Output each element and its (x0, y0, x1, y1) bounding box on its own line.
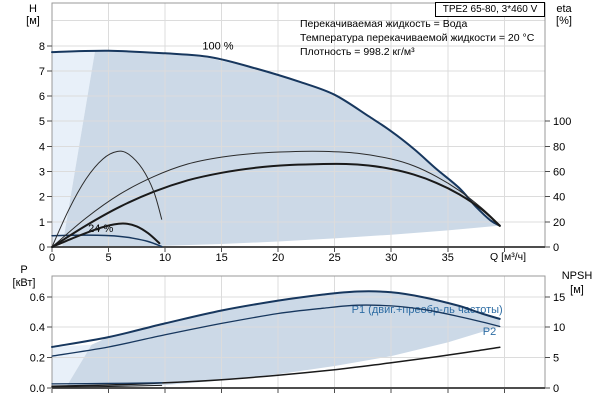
eta-axis-unit: [%] (556, 15, 572, 27)
pump-model-badge: TPE2 65-80, 3*460 V (435, 2, 545, 17)
tick-label: 3 (39, 167, 45, 179)
curve-p1-100 (51, 290, 501, 348)
curve-eta-pump-24 (51, 150, 163, 248)
h-axis-title: H (29, 3, 37, 15)
curve-h-at-24-speed (51, 234, 163, 248)
npsh-axis-unit: [м] (570, 284, 584, 296)
tick-label: 6 (39, 91, 45, 103)
tick-label: 0.0 (30, 383, 45, 395)
tick-label: 20 (272, 252, 284, 264)
region-min-flow-band (52, 51, 95, 247)
curve-label-100: 100 % (202, 41, 233, 53)
tick-label: 15 (553, 292, 565, 304)
region-min-flow-band (52, 344, 92, 388)
tick-label: 5 (105, 252, 111, 264)
tick-label: 0.6 (30, 292, 45, 304)
tick-label: 40 (553, 192, 565, 204)
p-axis-unit: [кВт] (12, 277, 36, 289)
tick-label: 20 (553, 217, 565, 229)
curve-p2-24 (51, 384, 163, 388)
curve-eta-total-24 (51, 222, 161, 248)
eta-axis-title: eta (556, 3, 572, 15)
tick-label: 5 (553, 353, 559, 365)
tick-label: 60 (553, 167, 565, 179)
fluid-info-line-1: Перекачиваемая жидкость = Вода (300, 18, 468, 30)
tick-label: 4 (39, 141, 45, 153)
tick-label: 0 (39, 242, 45, 254)
tick-label: 2 (39, 192, 45, 204)
tick-label: 0 (553, 383, 559, 395)
curve-npsh (51, 346, 501, 387)
tick-label: 0 (553, 242, 559, 254)
tick-label: 25 (329, 252, 341, 264)
tick-label: 10 (553, 322, 565, 334)
p-axis-title: P (20, 264, 28, 276)
tick-label: 1 (39, 217, 45, 229)
fluid-info-line-2: Температура перекачиваемой жидкости = 20… (300, 32, 535, 44)
tick-label: 7 (39, 66, 45, 78)
tick-label: 100 (553, 116, 571, 128)
tick-label: 0.2 (30, 353, 45, 365)
curve-p2-100 (51, 304, 501, 357)
h-axis-unit: [м] (26, 15, 40, 27)
q-axis-title: Q [м³/ч] (489, 251, 527, 263)
tick-marks (47, 45, 550, 252)
curve-label-p2: P2 (483, 326, 496, 338)
tick-label: 5 (39, 116, 45, 128)
tick-label: 80 (553, 141, 565, 153)
tick-label: 8 (39, 41, 45, 53)
npsh-axis-title: NPSH (561, 270, 593, 282)
tick-label: 0 (49, 252, 55, 264)
tick-label: 30 (385, 252, 397, 264)
fluid-info-line-3: Плотность = 998.2 кг/м³ (300, 46, 415, 58)
region-operating-envelope (62, 51, 500, 247)
tick-label: 10 (159, 252, 171, 264)
curve-p1-24 (51, 382, 163, 385)
curve-eta-pump-100 (51, 150, 501, 248)
tick-label: 15 (215, 252, 227, 264)
curve-eta-total-100 (51, 162, 501, 248)
tick-label: 0.4 (30, 322, 45, 334)
tick-marks (47, 296, 550, 393)
tick-label: 35 (442, 252, 454, 264)
